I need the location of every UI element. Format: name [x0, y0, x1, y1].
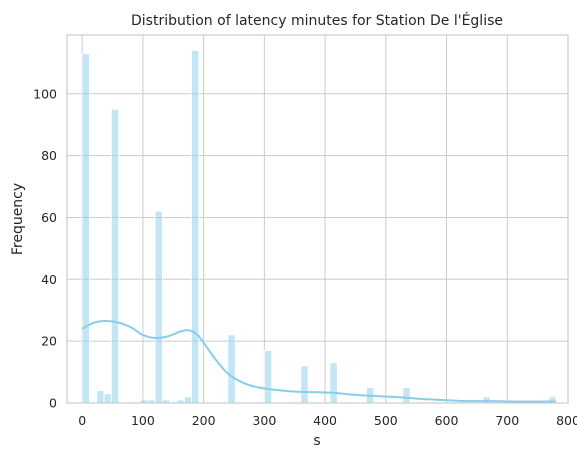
x-tick-label: 500 — [374, 413, 398, 428]
y-tick-label: 40 — [41, 272, 57, 287]
chart-title: Distribution of latency minutes for Stat… — [131, 12, 503, 29]
x-tick-label: 700 — [495, 413, 519, 428]
histogram-bar — [191, 50, 200, 404]
histogram-bar — [96, 390, 105, 404]
x-tick-label: 100 — [131, 413, 155, 428]
histogram-bar — [227, 334, 236, 404]
x-tick-label: 300 — [252, 413, 276, 428]
y-tick-label: 0 — [49, 396, 57, 411]
plot-frame — [66, 34, 569, 404]
x-tick-label: 600 — [435, 413, 459, 428]
x-axis-label: s — [313, 433, 320, 449]
histogram-bar — [263, 350, 273, 404]
y-tick-label: 100 — [33, 86, 57, 101]
y-tick-label: 80 — [41, 148, 57, 163]
grid — [67, 35, 569, 404]
histogram-bar — [110, 108, 120, 404]
histogram-bar — [183, 396, 192, 404]
y-tick-label: 60 — [41, 210, 57, 225]
x-tick-label: 800 — [556, 413, 577, 428]
x-tick-label: 200 — [192, 413, 216, 428]
histogram-bars — [81, 50, 557, 404]
y-tick-label: 20 — [41, 334, 57, 349]
histogram-bar — [402, 387, 411, 404]
histogram-bar — [300, 365, 309, 404]
histogram-bar — [329, 362, 338, 404]
kde-line — [81, 320, 556, 403]
x-tick-label: 400 — [313, 413, 337, 428]
x-tick-labels: 0 100 200 300 400 500 600 700 800 — [78, 413, 577, 428]
histogram-bar — [154, 210, 163, 404]
x-tick-label: 0 — [78, 413, 86, 428]
y-axis-label: Frequency — [10, 183, 26, 255]
histogram-bar — [81, 53, 90, 404]
histogram-bar — [103, 393, 112, 404]
y-tick-labels: 0 20 40 60 80 100 — [33, 86, 57, 410]
